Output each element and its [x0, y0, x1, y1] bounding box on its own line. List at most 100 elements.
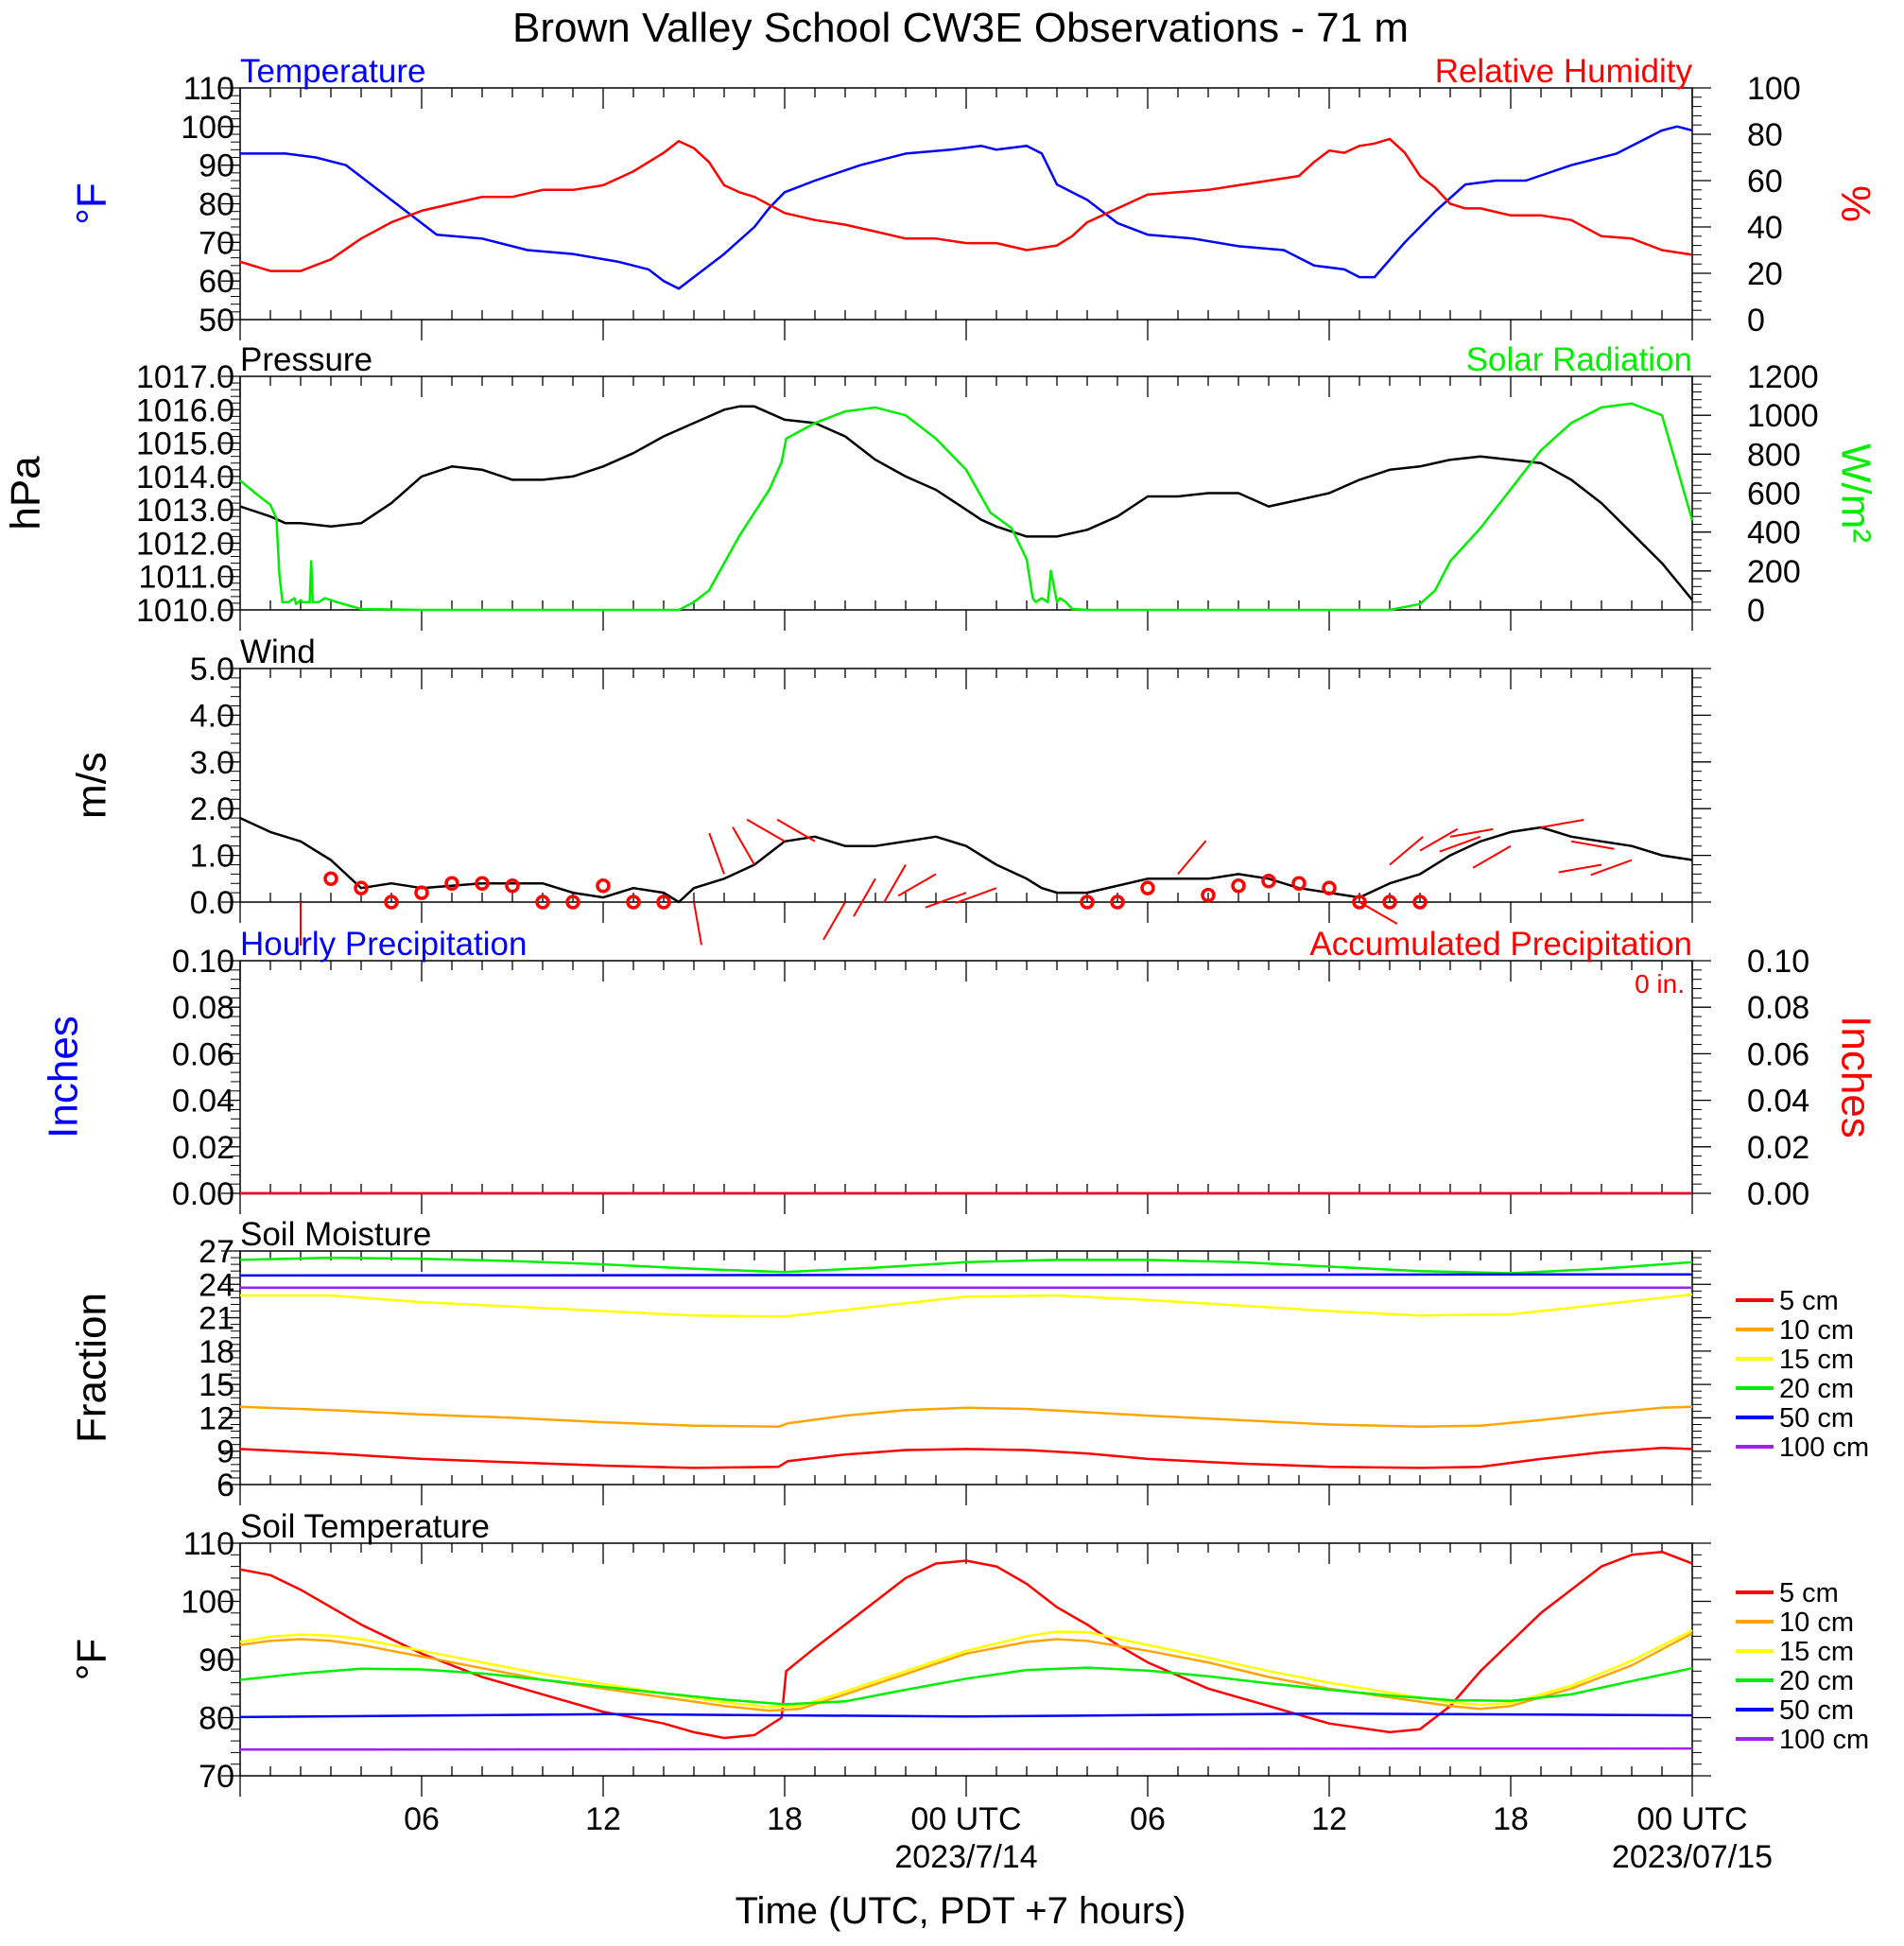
y-tick-label-left: 27 — [199, 1234, 234, 1270]
wind-calm-marker — [1291, 876, 1307, 891]
wind-barb — [822, 901, 846, 941]
y-axis-label-right: Inches — [1832, 1016, 1878, 1138]
wind-barb — [1472, 844, 1512, 869]
series-line-5-cm — [239, 1446, 1693, 1469]
y-tick-label-left: 90 — [199, 148, 234, 184]
wind-calm-marker — [414, 885, 429, 900]
series-line-20-cm — [239, 1256, 1693, 1275]
x-axis-title: Time (UTC, PDT +7 hours) — [736, 1890, 1186, 1932]
legend-label: 15 cm — [1779, 1345, 1854, 1375]
y-tick-label-right: 60 — [1747, 164, 1783, 200]
wind-barb — [853, 877, 876, 917]
legend-label: 50 cm — [1779, 1403, 1854, 1433]
series-line-20-cm — [239, 1666, 1693, 1706]
legend-label: 50 cm — [1779, 1695, 1854, 1726]
y-tick-label-right: 0.08 — [1747, 990, 1809, 1026]
y-tick-label-right: 0.04 — [1747, 1084, 1809, 1120]
y-tick-label-left: 1016.0 — [136, 392, 234, 428]
wind-calm-marker — [626, 895, 641, 910]
panel-title-left: Hourly Precipitation — [240, 926, 527, 963]
y-tick-label-left: 70 — [199, 225, 234, 261]
wind-calm-marker — [596, 877, 611, 894]
x-date-label: 2023/07/15 — [1612, 1839, 1773, 1875]
y-tick-label-left: 1014.0 — [136, 460, 234, 495]
series-line-temperature — [240, 125, 1693, 290]
wind-barb — [1558, 863, 1602, 874]
wind-barb — [732, 826, 755, 865]
y-axis-label-left: Inches — [41, 1016, 87, 1138]
wind-barb — [1359, 901, 1398, 925]
series-line-10-cm — [239, 1405, 1693, 1429]
y-tick-label-left: 12 — [199, 1400, 234, 1436]
y-tick-label-left: 0.04 — [172, 1084, 234, 1120]
legend-label: 10 cm — [1779, 1315, 1854, 1346]
wind-calm-marker — [1382, 895, 1397, 910]
y-tick-label-left: 1017.0 — [136, 359, 234, 395]
y-axis-label-left: Fraction — [69, 1293, 115, 1443]
y-tick-label-right: 400 — [1747, 515, 1801, 551]
series-line-wind — [239, 816, 1693, 904]
wind-calm-marker — [444, 876, 459, 891]
y-tick-label-left: 110 — [183, 71, 234, 107]
panel-title-left: Wind — [240, 634, 316, 670]
legend-label: 100 cm — [1779, 1725, 1869, 1755]
y-tick-label-right: 20 — [1747, 256, 1783, 292]
wind-barb — [883, 863, 907, 903]
legend-label: 20 cm — [1779, 1666, 1854, 1696]
y-tick-label-left: 0.10 — [172, 944, 234, 980]
y-tick-label-right: 0.10 — [1747, 944, 1809, 980]
y-axis-label-left: m/s — [69, 752, 115, 819]
y-tick-label-right: 80 — [1747, 117, 1783, 153]
wind-calm-marker — [1140, 880, 1155, 895]
wind-barb — [693, 901, 702, 946]
y-tick-label-right: 40 — [1747, 210, 1783, 246]
legend-label: 15 cm — [1779, 1637, 1854, 1667]
panel-wind: 0.0 1.0 2.0 3.0 4.0 5.0 Wind m/s — [69, 634, 1711, 946]
y-axis-label-left: °F — [69, 182, 115, 224]
y-tick-label-right: 0.02 — [1747, 1130, 1809, 1166]
panel-title-left: Soil Moisture — [240, 1216, 431, 1253]
wind-calm-marker — [475, 876, 490, 891]
wind-barb — [1439, 835, 1481, 853]
y-tick-label-left: 4.0 — [190, 698, 234, 734]
y-tick-label-left: 24 — [199, 1267, 234, 1303]
y-tick-label-right: 100 — [1747, 71, 1801, 107]
y-tick-label-left: 90 — [199, 1642, 234, 1678]
y-tick-label-left: 1013.0 — [136, 493, 234, 529]
x-tick-label: 06 — [1130, 1801, 1166, 1837]
y-tick-label-left: 100 — [181, 110, 234, 146]
y-tick-label-left: 0.0 — [190, 885, 234, 921]
x-tick-label: 12 — [585, 1801, 621, 1837]
x-tick-label: 06 — [404, 1801, 440, 1837]
y-tick-label-left: 15 — [199, 1367, 234, 1403]
wind-barb — [1449, 827, 1494, 838]
y-tick-label-left: 3.0 — [190, 745, 234, 781]
wind-calm-marker — [384, 895, 399, 910]
x-tick-label: 12 — [1311, 1801, 1347, 1837]
y-tick-label-left: 70 — [199, 1759, 234, 1795]
y-tick-label-left: 50 — [199, 303, 234, 339]
panel-title-right: Accumulated Precipitation — [1309, 926, 1692, 963]
wind-barb — [708, 832, 725, 875]
wind-calm-marker — [354, 880, 369, 895]
wind-barb — [1570, 840, 1615, 850]
y-tick-label-left: 18 — [199, 1334, 234, 1370]
series-line-solar-radiation — [239, 402, 1694, 612]
y-tick-label-left: 80 — [199, 1701, 234, 1737]
y-tick-label-left: 0.02 — [172, 1130, 234, 1166]
wind-barb — [746, 818, 786, 843]
x-tick-label: 00 UTC — [910, 1801, 1021, 1837]
y-tick-label-right: 1200 — [1747, 359, 1819, 395]
y-tick-label-right: 800 — [1747, 437, 1801, 473]
panel-title-right: Solar Radiation — [1466, 341, 1692, 378]
series-line-pressure — [239, 405, 1693, 601]
panel-precip: 0.00 0.02 0.04 0.06 0.08 0.10 0.00 0.02 0.04 0.06… — [41, 926, 1878, 1214]
y-tick-label-left: 5.0 — [190, 652, 234, 687]
series-line-50-cm — [239, 1711, 1693, 1719]
wind-barb — [955, 887, 997, 904]
wind-barb — [1590, 859, 1633, 877]
